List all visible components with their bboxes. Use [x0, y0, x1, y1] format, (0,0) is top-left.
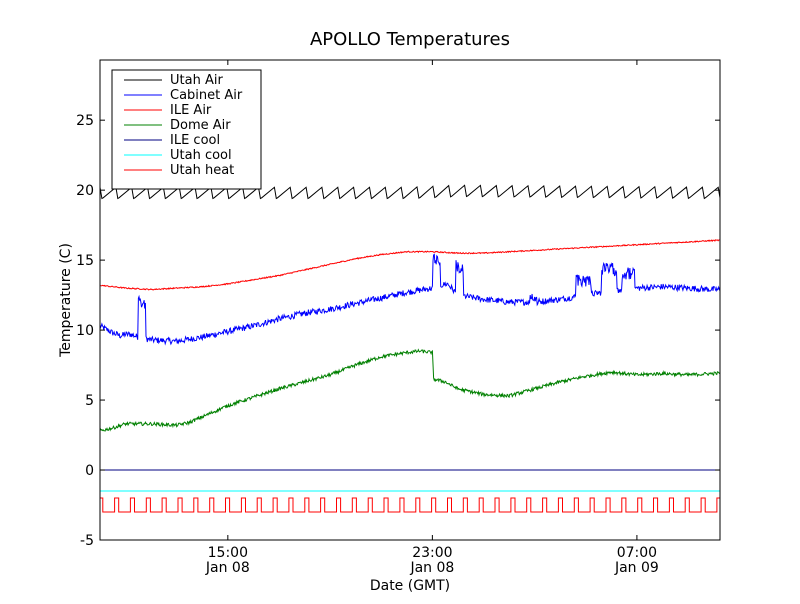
x-tick-label-date: Jan 08: [205, 560, 250, 576]
x-tick-label-date: Jan 09: [614, 560, 659, 576]
x-tick-label-date: Jan 08: [409, 560, 454, 576]
legend-label-ile-cool: ILE cool: [170, 133, 220, 148]
legend-label-utah-air: Utah Air: [170, 73, 223, 88]
y-axis-label: Temperature (C): [58, 243, 74, 358]
legend-label-dome-air: Dome Air: [170, 118, 231, 133]
x-tick-label-time: 23:00: [412, 545, 452, 561]
y-tick-label: 0: [85, 463, 94, 479]
legend-label-ile-air: ILE Air: [170, 103, 212, 118]
legend-box: [111, 69, 262, 190]
y-tick-label: 20: [76, 183, 94, 199]
series-line-utah-heat: [100, 497, 720, 513]
legend-label-utah-heat: Utah heat: [170, 163, 234, 178]
y-tick-label: 10: [76, 323, 94, 339]
series-line-utah-air: [100, 184, 720, 200]
chart-title: APOLLO Temperatures: [310, 29, 510, 50]
series-line-ile-air: [100, 239, 720, 291]
y-tick-label: 5: [85, 393, 94, 409]
x-axis-label: Date (GMT): [370, 578, 450, 594]
legend-label-cabinet-air: Cabinet Air: [170, 88, 243, 103]
series-line-dome-air: [100, 348, 720, 432]
plot-frame: [99, 59, 721, 541]
x-tick-label-time: 15:00: [208, 545, 248, 561]
y-tick-label: -5: [80, 533, 94, 549]
series-line-cabinet-air: [100, 253, 720, 346]
x-tick-label-time: 07:00: [617, 545, 657, 561]
y-tick-label: 15: [76, 253, 94, 269]
legend-label-utah-cool: Utah cool: [170, 148, 232, 163]
y-tick-label: 25: [76, 113, 94, 129]
series-layer: [100, 184, 720, 513]
